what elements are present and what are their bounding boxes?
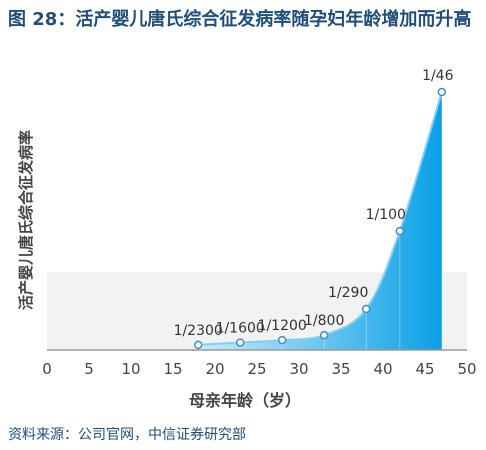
x-tick-label: 15	[163, 360, 182, 378]
data-label: 1/2300	[174, 323, 223, 339]
data-label: 1/100	[366, 207, 406, 223]
data-label: 1/800	[304, 313, 344, 329]
data-point	[437, 87, 447, 97]
x-tick-label: 30	[289, 360, 308, 378]
x-tick-label: 35	[331, 360, 350, 378]
data-point	[361, 304, 371, 314]
data-point	[277, 335, 287, 345]
x-tick-label: 5	[84, 360, 94, 378]
data-label: 1/46	[422, 68, 454, 84]
x-tick-label: 40	[373, 360, 392, 378]
area-fill	[198, 92, 442, 350]
source-note: 资料来源：公司官网，中信证券研究部	[8, 427, 246, 443]
data-label: 1/1600	[216, 321, 265, 337]
data-label: 1/1200	[258, 318, 307, 334]
data-point	[235, 338, 245, 347]
x-tick-label: 25	[247, 360, 266, 378]
x-tick-label: 10	[121, 360, 140, 378]
x-tick-label: 45	[415, 360, 434, 378]
x-tick-label: 0	[42, 360, 52, 378]
chart-title: 图 28：活产婴儿唐氏综合征发病率随孕妇年龄增加而升高	[8, 9, 472, 30]
y-axis-label: 活产婴儿唐氏综合征发病率	[17, 130, 35, 310]
x-tick-label: 50	[457, 360, 476, 378]
data-label: 1/290	[328, 285, 368, 301]
x-tick-label: 20	[205, 360, 224, 378]
data-point	[395, 226, 405, 236]
data-point	[319, 330, 329, 340]
x-axis-label: 母亲年龄（岁）	[189, 391, 301, 410]
data-point	[193, 340, 203, 350]
x-axis: 0 5 10 15 20 25 30 35 40 45 50	[42, 349, 477, 378]
